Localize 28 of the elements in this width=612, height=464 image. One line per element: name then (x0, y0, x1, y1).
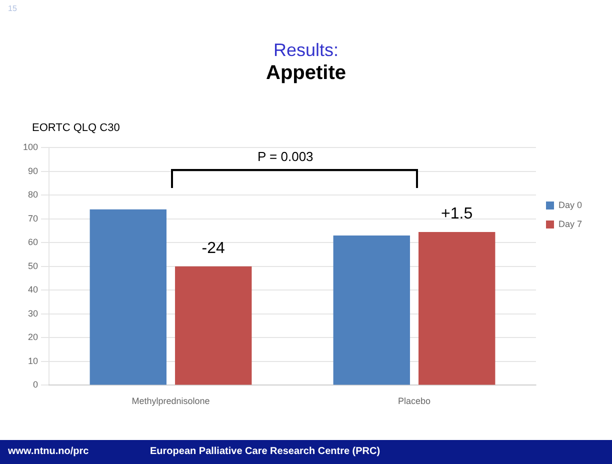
chart-subtitle: Appetite (266, 62, 346, 84)
y-tick-label: 100 (22, 142, 38, 152)
y-tick-label: 90 (28, 166, 38, 176)
y-tick-label: 10 (28, 356, 38, 366)
y-tick-label: 30 (28, 308, 38, 318)
bar (418, 232, 496, 385)
annotation: -24 (202, 240, 226, 257)
text: www.ntnu.no/prc (8, 445, 89, 459)
y-tick-label: 20 (28, 332, 38, 342)
y-tick-label: 0 (33, 380, 38, 390)
annotation: P = 0.003 (258, 148, 314, 164)
bar (175, 266, 252, 385)
x-tick-label: Placebo (398, 396, 431, 406)
legend-label: Day 7 (558, 218, 582, 229)
y-tick-label: 70 (28, 213, 38, 224)
legend-label: Day 0 (558, 200, 582, 210)
annotation: +1.5 (441, 205, 473, 222)
bar (333, 236, 410, 385)
y-tick-label: 50 (28, 260, 38, 271)
x-tick-label: Methylprednisolone (132, 396, 210, 406)
bar (90, 209, 166, 385)
y-tick-label: 80 (28, 190, 38, 200)
text: European Palliative Care Research Centre (PRC) (150, 445, 380, 459)
y-tick-label: 60 (28, 237, 38, 248)
y-tick-label: 40 (28, 284, 38, 295)
chart-title: Results: (273, 40, 339, 60)
y-axis-title: EORTC QLQ C30 (32, 122, 120, 134)
text: 15 (8, 4, 17, 13)
